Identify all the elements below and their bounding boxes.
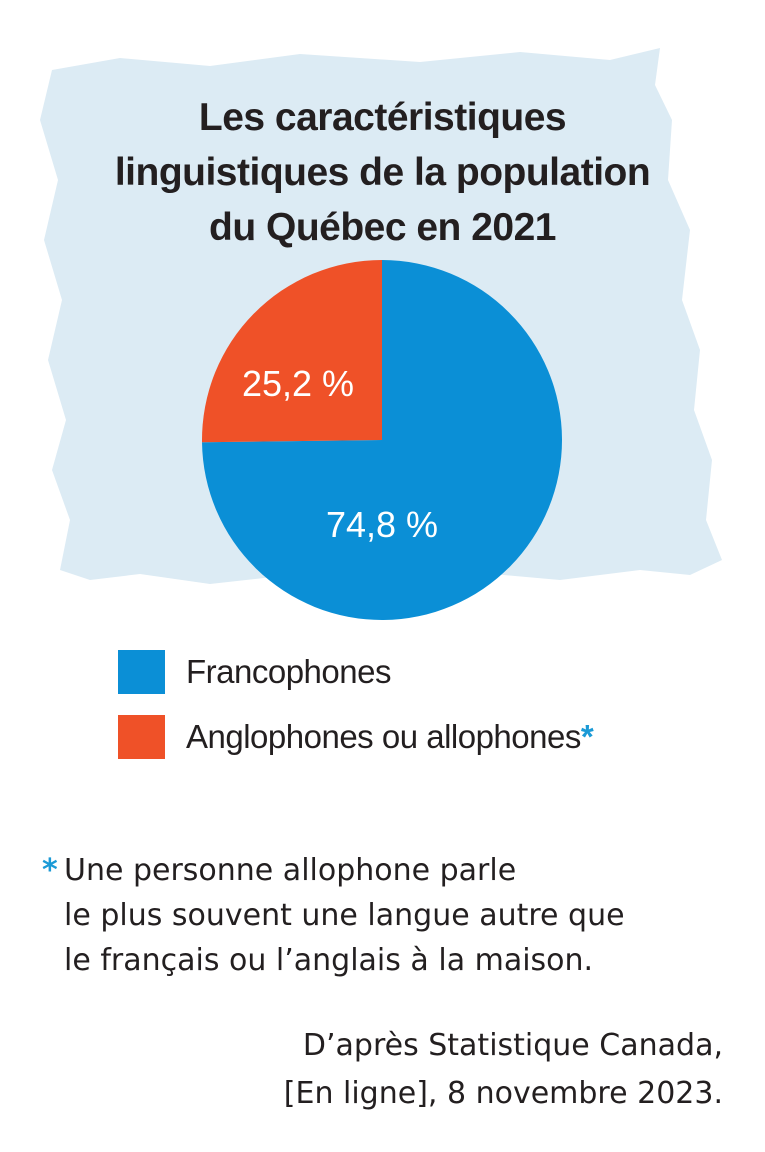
source-line-1: D’après Statistique Canada,: [302, 1028, 723, 1063]
footnote-line-1: Une personne allophone parle: [64, 853, 517, 888]
chart-title: Les caractéristiques linguistiques de la…: [40, 90, 725, 255]
pie-slice-anglophones-allophones: [201, 260, 382, 443]
legend-label-francophones: Francophones: [186, 653, 391, 690]
footnote-line-2: le plus souvent une langue autre que: [64, 898, 625, 933]
source-line-2: [En ligne], 8 novembre 2023.: [283, 1076, 723, 1111]
pie-label-francophones: 74,8 %: [326, 504, 438, 545]
pie-slice-francophones: [202, 260, 563, 621]
legend-asterisk: *: [580, 718, 594, 755]
chart-title-line-2: linguistiques de la population: [114, 151, 651, 194]
footnote-marker: *: [42, 853, 58, 888]
source-citation: D’après Statistique Canada, [En ligne], …: [284, 1022, 723, 1118]
pie-label-anglophones-allophones: 25,2 %: [242, 363, 354, 404]
legend-swatch-anglophones-allophones: [118, 715, 165, 759]
footnote-line-3: le français ou l’anglais à la maison.: [64, 943, 594, 978]
legend-label-anglophones-allophones: Anglophones ou allophones*: [186, 718, 594, 755]
chart-title-line-1: Les caractéristiques: [198, 96, 567, 139]
chart-title-line-3: du Québec en 2021: [209, 206, 556, 249]
legend-swatch-francophones: [118, 650, 165, 694]
